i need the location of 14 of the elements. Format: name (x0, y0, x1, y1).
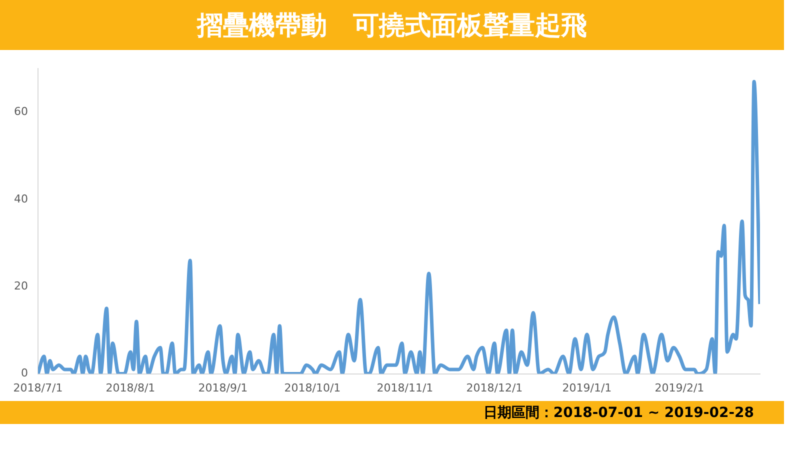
x-tick-label: 2018/10/1 (284, 381, 341, 394)
y-tick-label: 0 (20, 366, 28, 380)
y-tick-label: 20 (14, 279, 28, 292)
text: 日期區間：2018-07-01 ~ 2019-02-28 (483, 404, 754, 422)
x-tick-label: 2019/1/1 (562, 381, 612, 394)
chart-title: 摺疊機帶動 可撓式面板聲量起飛 (197, 10, 587, 42)
x-tick-label: 2019/2/1 (654, 381, 704, 394)
y-tick-label: 60 (14, 105, 28, 118)
x-tick-label: 2018/9/1 (198, 381, 248, 394)
y-tick-label: 40 (14, 192, 28, 206)
x-tick-label: 2018/11/1 (376, 381, 434, 394)
x-tick-label: 2018/12/1 (466, 381, 523, 394)
x-tick-label: 2018/8/1 (106, 381, 156, 394)
x-tick-label: 2018/7/1 (13, 381, 63, 394)
